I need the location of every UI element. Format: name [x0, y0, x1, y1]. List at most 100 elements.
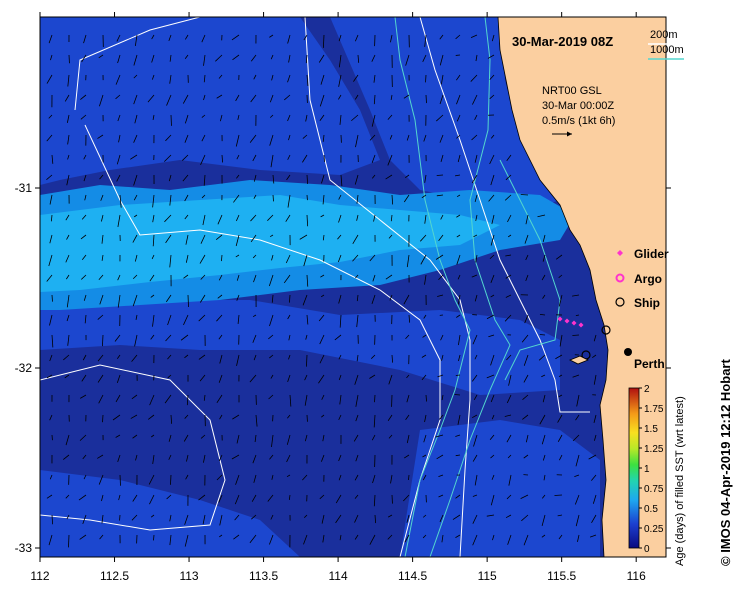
current-vector: [67, 74, 70, 87]
current-vector: [272, 194, 274, 202]
current-vector: [541, 514, 546, 527]
current-vector: [286, 174, 291, 181]
current-vector: [437, 294, 444, 297]
current-vector: [572, 374, 580, 378]
current-vector: [287, 114, 291, 122]
current-vector: [592, 494, 597, 504]
current-vector: [287, 154, 291, 160]
contour-200m: [304, 17, 471, 557]
current-vectors: [46, 34, 597, 548]
current-vector: [335, 514, 342, 524]
current-vector: [506, 154, 512, 161]
current-vector: [66, 234, 70, 240]
current-vector: [505, 294, 512, 298]
current-vector: [473, 434, 478, 447]
current-vector: [391, 194, 394, 205]
current-vector: [187, 294, 189, 308]
current-vector: [48, 534, 53, 546]
current-vector: [83, 174, 87, 182]
current-vector: [406, 254, 410, 268]
current-vector: [338, 294, 342, 304]
current-vector: [233, 194, 240, 203]
current-vector: [134, 34, 138, 46]
current-vector: [65, 214, 70, 221]
current-vector: [506, 494, 512, 500]
current-vector: [420, 254, 427, 265]
current-vector: [219, 114, 223, 122]
current-vector: [267, 214, 274, 221]
current-vector: [389, 134, 393, 140]
x-tick-label: 113: [179, 569, 198, 583]
current-vector: [133, 134, 138, 143]
current-vector: [151, 54, 155, 63]
current-vector: [471, 274, 478, 278]
current-vector: [405, 334, 410, 340]
current-vector: [302, 134, 308, 139]
contour-200m: [419, 17, 590, 413]
current-vector: [302, 154, 308, 163]
current-vector: [370, 354, 376, 359]
current-vector: [471, 174, 478, 184]
current-vector: [183, 434, 189, 442]
current-vector: [508, 374, 512, 386]
current-vector: [217, 214, 223, 225]
current-vector: [288, 354, 291, 360]
current-vector: [321, 414, 325, 418]
current-vector: [236, 154, 240, 160]
current-vector: [287, 194, 291, 208]
current-vector: [322, 534, 325, 543]
current-vector: [232, 54, 240, 61]
current-vector: [131, 394, 138, 400]
current-vector: [101, 254, 104, 261]
current-vector: [100, 194, 104, 201]
current-vector: [422, 474, 427, 481]
current-vector: [165, 334, 172, 342]
current-vector: [490, 454, 495, 459]
current-vector: [184, 214, 189, 220]
glider-position: [578, 322, 584, 328]
contour-1000m: [394, 17, 471, 557]
current-vector: [82, 354, 87, 361]
current-vector: [97, 454, 104, 459]
current-vector: [46, 134, 53, 142]
map-title: 30-Mar-2019 08Z: [512, 34, 613, 49]
current-vector: [236, 214, 240, 222]
current-vector: [46, 274, 53, 282]
current-vector: [373, 214, 376, 222]
current-vector: [491, 474, 495, 480]
current-vector: [49, 314, 53, 326]
current-vector: [304, 514, 308, 518]
current-vector: [454, 394, 461, 396]
current-vector: [574, 474, 580, 477]
x-tick-label: 114.5: [398, 569, 427, 583]
current-vector: [97, 314, 104, 320]
sst-patch-mid: [40, 290, 560, 395]
current-vector: [101, 214, 104, 222]
current-vector: [354, 474, 359, 481]
current-vector: [588, 454, 597, 460]
y-tick-label: -33: [15, 541, 33, 555]
map-area[interactable]: [40, 17, 666, 557]
current-vector: [558, 374, 563, 377]
current-vector: [456, 74, 461, 81]
current-vector: [424, 274, 427, 285]
ship-icon: [615, 297, 625, 307]
current-vector: [49, 474, 53, 480]
colorbar-tick-label: 1: [644, 464, 650, 475]
current-vector: [182, 94, 189, 104]
current-vector: [355, 134, 359, 148]
current-vector: [186, 394, 189, 406]
current-vector: [338, 414, 342, 421]
sst-patch-mid: [40, 470, 300, 557]
current-vector: [269, 354, 274, 359]
contour-200m: [74, 17, 201, 111]
current-vector: [149, 394, 155, 406]
current-vector: [289, 294, 291, 303]
current-vector: [323, 154, 325, 162]
current-vector: [322, 34, 325, 48]
current-vector: [180, 334, 189, 341]
current-vector: [286, 474, 291, 478]
current-vector: [371, 434, 376, 441]
copyright-credit: © IMOS 04-Apr-2019 12:12 Hobart: [718, 359, 733, 566]
current-vector: [169, 254, 172, 268]
